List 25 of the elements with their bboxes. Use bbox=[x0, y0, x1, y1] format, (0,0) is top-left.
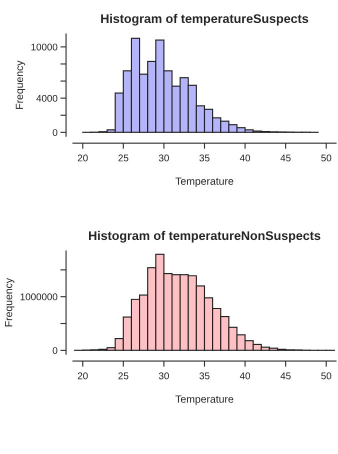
x-tick-label: 25 bbox=[118, 372, 128, 380]
chart-title: Histogram of temperatureSuspects bbox=[101, 14, 308, 26]
x-tick-label: 20 bbox=[78, 372, 88, 380]
x-tick-label: 35 bbox=[199, 154, 210, 162]
x-tick-label: 30 bbox=[158, 372, 169, 380]
y-tick-label: 1000000 bbox=[20, 293, 58, 300]
x-tick-label: 40 bbox=[240, 372, 250, 380]
y-axis-title: Frequency bbox=[5, 278, 14, 326]
x-tick-label: 45 bbox=[280, 154, 291, 162]
x-tick-label: 30 bbox=[158, 154, 169, 162]
x-tick-label: 50 bbox=[321, 372, 332, 380]
x-axis-title: Temperature bbox=[175, 396, 234, 405]
x-tick-label: 25 bbox=[118, 154, 128, 162]
y-tick-label: 10000 bbox=[31, 44, 58, 50]
x-tick-label: 45 bbox=[280, 372, 291, 380]
x-tick-label: 20 bbox=[78, 154, 88, 162]
x-tick-label: 35 bbox=[199, 372, 210, 380]
y-tick-label: 4000 bbox=[36, 94, 58, 102]
y-tick-label: 0 bbox=[52, 347, 58, 354]
x-axis-title: Temperature bbox=[175, 178, 234, 187]
x-tick-label: 50 bbox=[321, 154, 332, 162]
chart-title: Histogram of temperatureNonSuspects bbox=[88, 230, 320, 243]
y-tick-label: 0 bbox=[52, 129, 58, 136]
y-axis-title: Frequency bbox=[16, 60, 26, 109]
x-tick-label: 40 bbox=[240, 154, 250, 162]
